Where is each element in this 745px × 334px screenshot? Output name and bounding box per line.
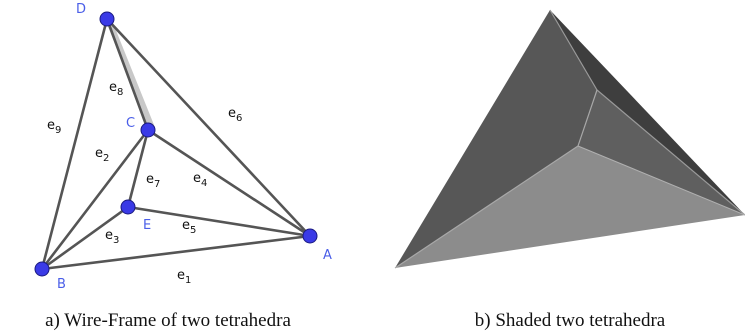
vertex [100, 12, 114, 26]
edge-label-base: e [47, 118, 55, 133]
edge-label-subscript: 6 [236, 113, 242, 124]
edge-label: e4 [193, 171, 207, 189]
edge-label-base: e [182, 218, 190, 233]
vertex [35, 262, 49, 276]
edge-label: e9 [47, 118, 61, 136]
figure: a) Wire-Frame of two tetrahedra b) Shade… [0, 0, 745, 334]
edge-label: e8 [109, 80, 123, 98]
edge-label-base: e [193, 171, 201, 186]
edge-label: e5 [182, 218, 196, 236]
edge [107, 19, 148, 130]
edge [107, 19, 310, 236]
edge-label-subscript: 4 [201, 178, 207, 189]
vertex [121, 200, 135, 214]
edge-label-subscript: 2 [103, 153, 109, 164]
edge-label-base: e [177, 268, 185, 283]
edge-label-subscript: 3 [113, 235, 119, 246]
edge-shadow [109, 21, 152, 128]
edge [128, 207, 310, 236]
caption: b) Shaded two tetrahedra [475, 310, 666, 331]
edge [42, 19, 107, 269]
edge-label-base: e [228, 106, 236, 121]
vertex [303, 229, 317, 243]
caption: a) Wire-Frame of two tetrahedra [45, 310, 291, 331]
edge-label-subscript: 8 [117, 87, 123, 98]
edge-label-subscript: 5 [190, 225, 196, 236]
edge-label: e6 [228, 106, 242, 124]
edge-label: e3 [105, 228, 119, 246]
edge-label: e7 [146, 172, 160, 190]
vertex-label: E [143, 218, 151, 233]
edge-label-subscript: 7 [154, 179, 160, 190]
edge [148, 130, 310, 236]
edge-label-base: e [109, 80, 117, 95]
edge-label-base: e [146, 172, 154, 187]
edge-label: e1 [177, 268, 191, 286]
edge-label: e2 [95, 146, 109, 164]
edge-label-subscript: 9 [55, 125, 61, 136]
vertex [141, 123, 155, 137]
vertex-label: D [76, 2, 86, 17]
shaded-solid [395, 10, 745, 268]
vertex-label: A [323, 248, 332, 263]
edge-label-base: e [105, 228, 113, 243]
vertex-label: B [57, 277, 66, 292]
vertex-label: C [126, 116, 135, 131]
edge-label-base: e [95, 146, 103, 161]
edge-label-subscript: 1 [185, 275, 191, 286]
